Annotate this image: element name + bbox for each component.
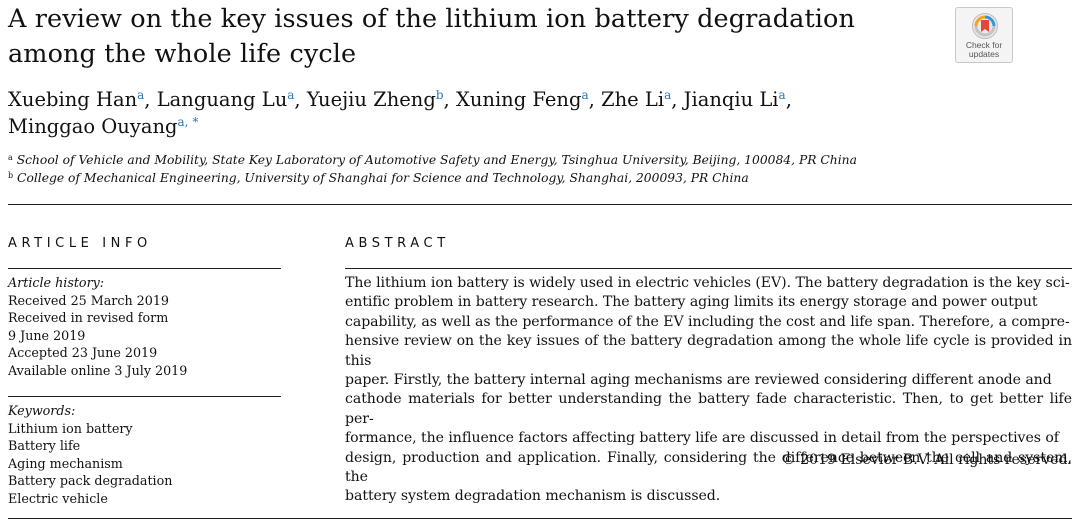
keyword-item: Lithium ion battery [8, 420, 133, 436]
abstract-line: entific problem in battery research. The… [345, 294, 1038, 311]
author-name[interactable]: Minggao Ouyang [8, 115, 178, 138]
keywords-label: Keywords: [8, 403, 76, 418]
abstract-line: formance, the influence factors affectin… [345, 430, 1059, 447]
affiliation-mark[interactable]: a, * [177, 115, 199, 129]
author-name[interactable]: Xuebing Han [8, 88, 138, 111]
affiliation-mark[interactable]: b [435, 88, 444, 102]
history-item: Received in revised form [8, 310, 169, 325]
article-history-label: Article history: [8, 275, 105, 290]
check-for-updates-icon [972, 13, 998, 39]
keyword-item: Electric vehicle [8, 490, 108, 506]
keyword-item: Battery pack degradation [8, 473, 173, 488]
author-list: Xuebing Hana, Languang Lua, Yuejiu Zheng… [8, 88, 792, 138]
history-item: Accepted 23 June 2019 [8, 345, 158, 360]
abstract-divider [345, 268, 1072, 269]
header-divider [8, 204, 1072, 205]
abstract-line: hensive review on the key issues of the … [345, 333, 1072, 369]
history-item: Received 25 March 2019 [8, 292, 169, 308]
affiliation-mark[interactable]: a [287, 88, 295, 102]
affiliation-b: b College of Mechanical Engineering, Uni… [8, 171, 749, 185]
abstract-line: battery system degradation mechanism is … [345, 488, 721, 505]
article-history: Article history: Received 25 March 2019 … [8, 274, 281, 379]
article-info-divider [8, 268, 281, 269]
check-for-updates-button[interactable]: Check for updates [955, 7, 1013, 63]
keyword-item: Aging mechanism [8, 455, 123, 471]
keywords-list: Keywords: Lithium ion battery Battery li… [8, 402, 281, 507]
check-for-updates-label: Check for updates [965, 40, 1003, 59]
abstract-line: paper. Firstly, the battery internal agi… [345, 372, 1052, 389]
affiliation-mark[interactable]: a [581, 88, 589, 102]
author-name[interactable]: Zhe Li [601, 88, 665, 111]
affiliation-mark[interactable]: a [664, 88, 672, 102]
history-item: 9 June 2019 [8, 327, 86, 343]
abstract-line: cathode materials for better understandi… [345, 391, 1072, 427]
abstract-heading: ABSTRACT [345, 236, 450, 251]
abstract-line: The lithium ion battery is widely used i… [345, 275, 1070, 291]
paper-title: A review on the key issues of the lithiu… [8, 4, 856, 69]
abstract-line: design, production and application. Fina… [345, 449, 1072, 486]
author-name[interactable]: Yuejiu Zheng [306, 88, 436, 111]
author-name[interactable]: Jianqiu Li [683, 88, 779, 111]
keyword-item: Battery life [8, 438, 81, 453]
affiliation-mark[interactable]: a [778, 88, 786, 102]
abstract-line: capability, as well as the performance o… [345, 313, 1070, 330]
affiliation-mark[interactable]: a [137, 88, 145, 102]
keywords-divider [8, 396, 281, 397]
footer-divider [8, 518, 1072, 519]
history-item: Available online 3 July 2019 [8, 362, 188, 378]
copyright-notice: © 2019 Elsevier B.V. All rights reserved… [781, 452, 1072, 468]
author-name[interactable]: Xuning Feng [455, 88, 582, 111]
author-name[interactable]: Languang Lu [156, 88, 288, 111]
article-info-heading: ARTICLE INFO [8, 236, 152, 251]
abstract-body: The lithium ion battery is widely used i… [345, 274, 1072, 507]
affiliation-a: a School of Vehicle and Mobility, State … [8, 153, 857, 167]
